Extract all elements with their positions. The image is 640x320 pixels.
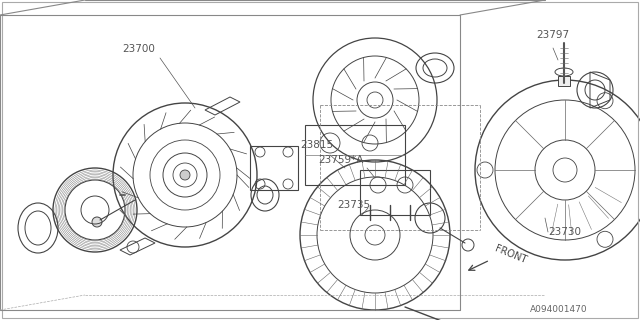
Bar — [305, 125, 405, 185]
Text: FRONT: FRONT — [493, 243, 528, 265]
Text: 23815: 23815 — [300, 140, 333, 150]
Text: 23735: 23735 — [337, 200, 370, 210]
Text: A094001470: A094001470 — [530, 305, 588, 314]
Text: 23797: 23797 — [536, 30, 569, 40]
Text: 23759*A: 23759*A — [318, 155, 364, 165]
Circle shape — [92, 217, 102, 227]
Bar — [360, 170, 430, 215]
Bar — [558, 76, 570, 86]
Circle shape — [180, 170, 190, 180]
Text: 23700: 23700 — [122, 44, 155, 54]
Text: 23730: 23730 — [548, 227, 581, 237]
